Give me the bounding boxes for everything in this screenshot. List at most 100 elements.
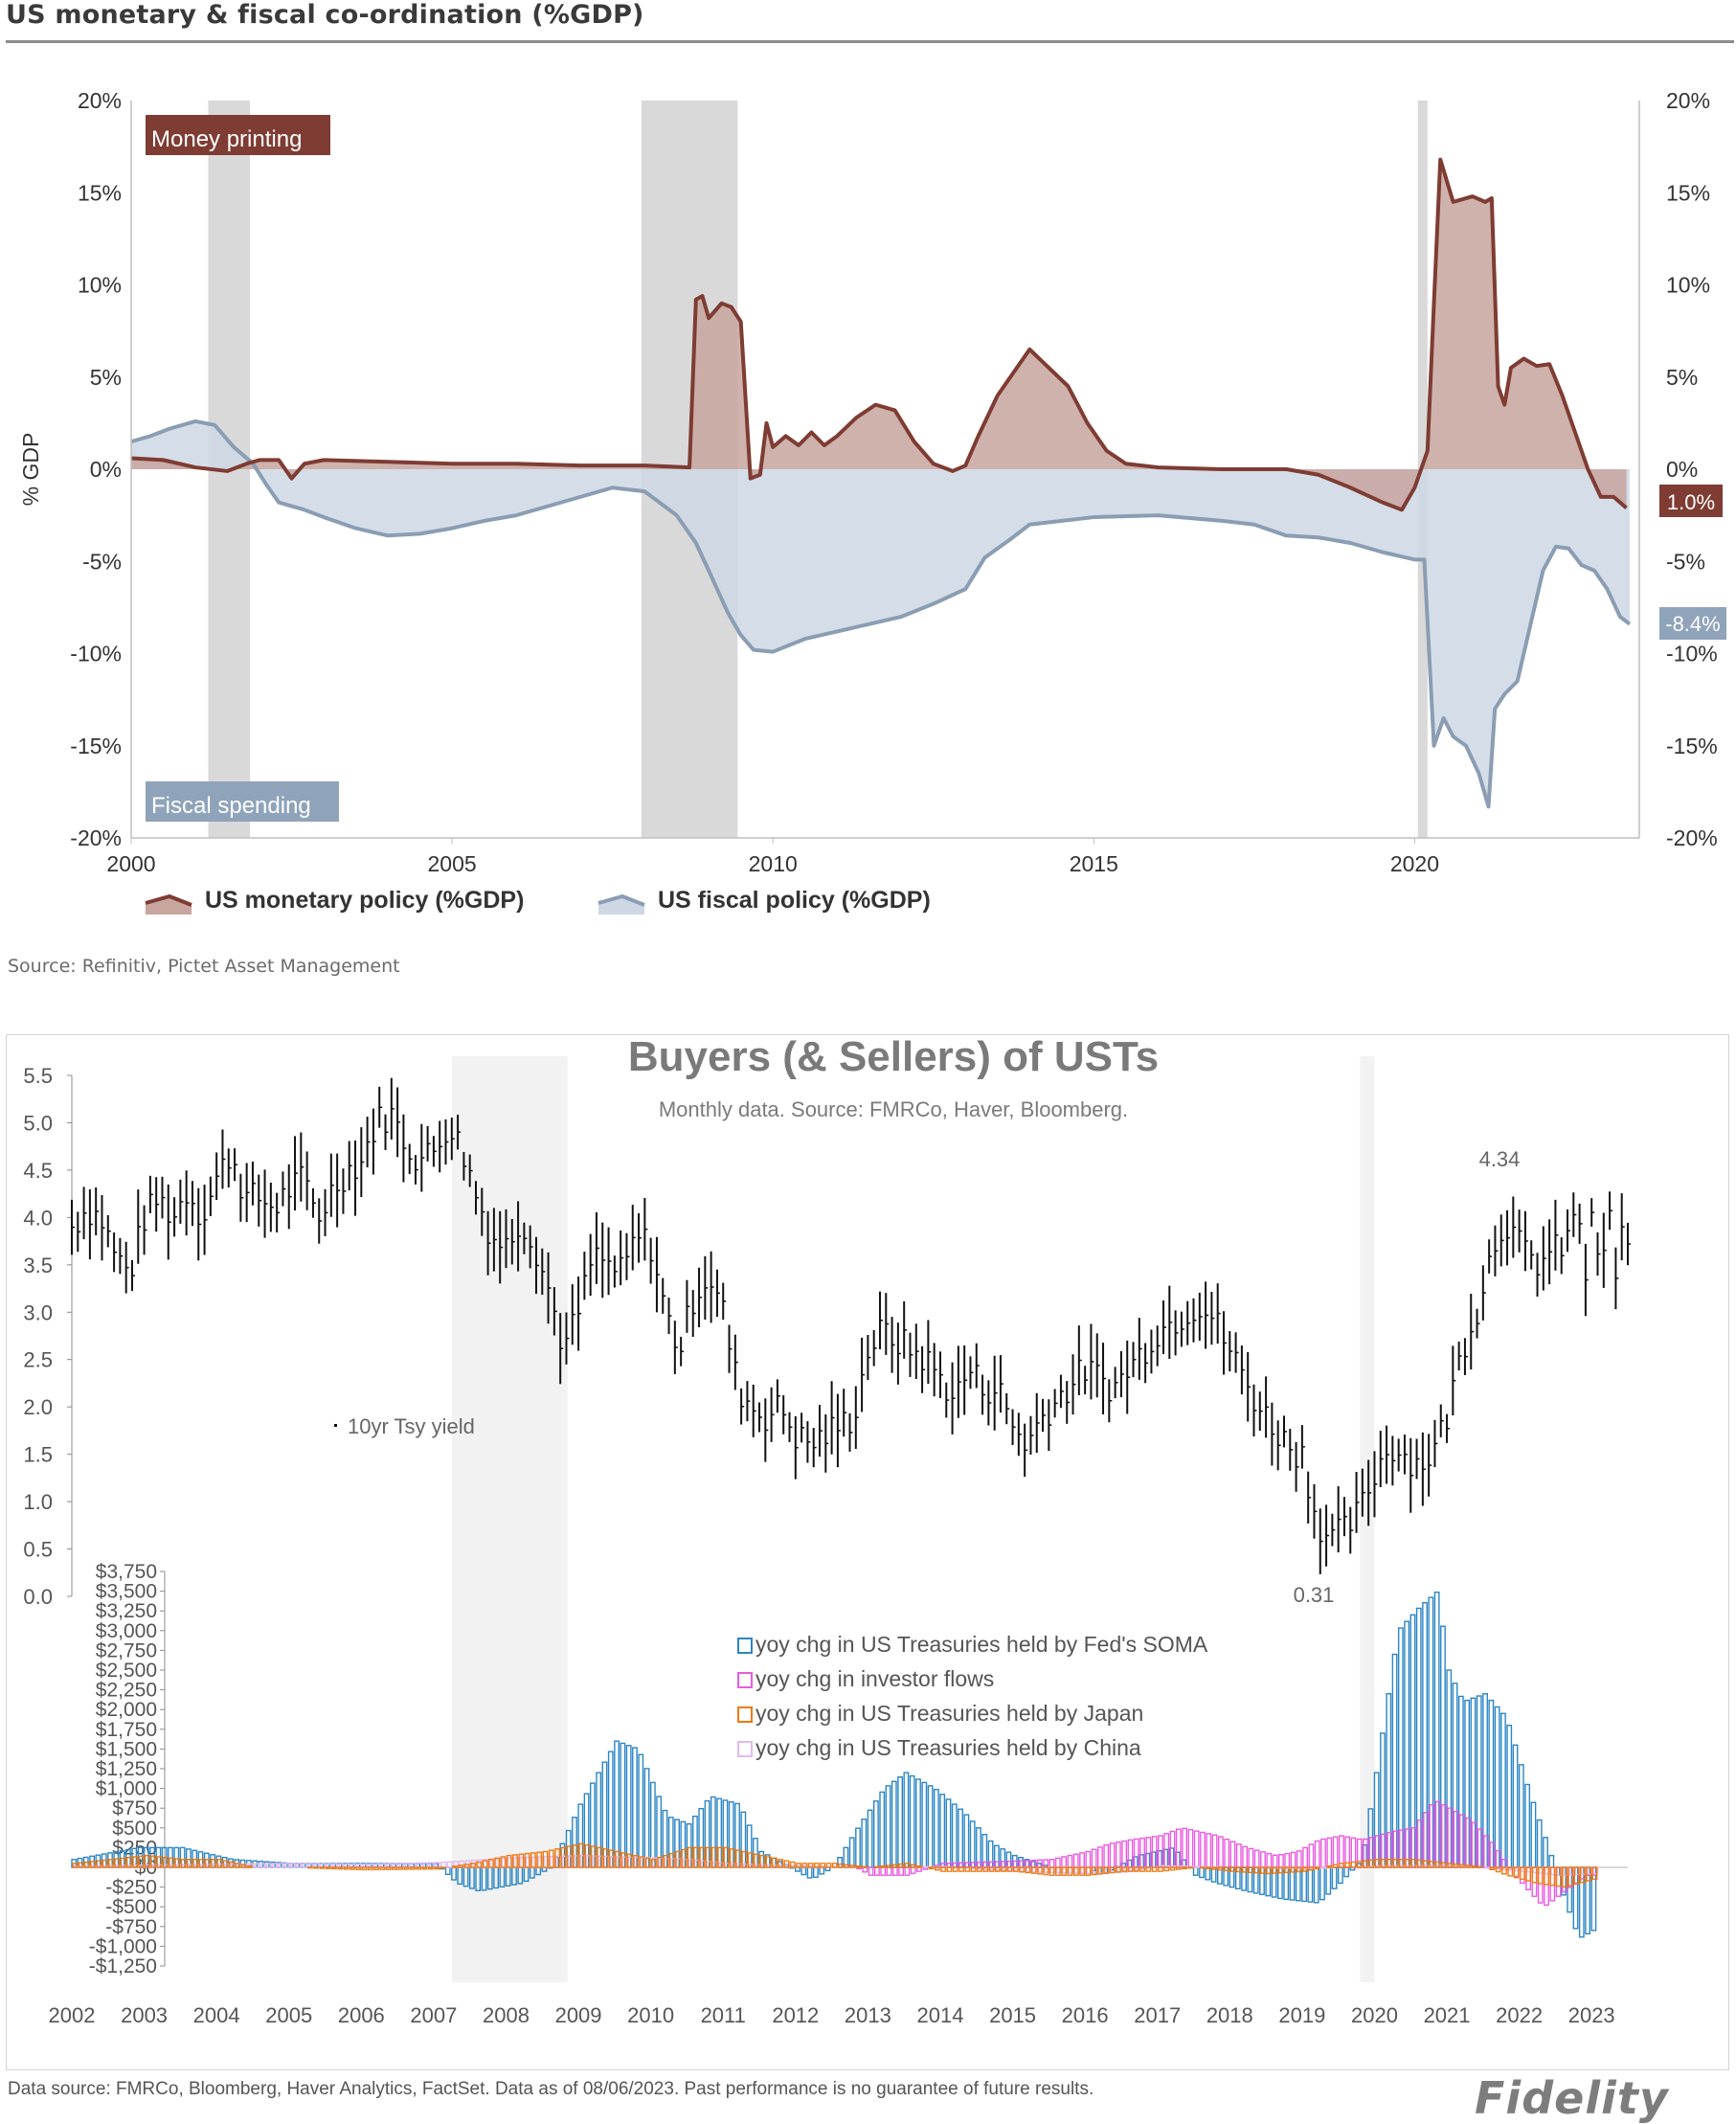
japan-bar — [374, 1867, 378, 1869]
japan-bar — [1406, 1860, 1409, 1867]
x-year-17: 2019 — [1278, 2003, 1325, 2027]
investor-bar — [1020, 1861, 1024, 1867]
flow-tick-4: $2,750 — [96, 1639, 157, 1661]
yield-tick-2: 4.5 — [23, 1159, 53, 1183]
soma-bar — [807, 1867, 811, 1878]
soma-bar — [856, 1828, 860, 1867]
soma-bar — [1332, 1867, 1336, 1888]
fiscal-spending-label: Fiscal spending — [151, 793, 311, 819]
flow-tick-10: $1,250 — [96, 1758, 157, 1780]
japan-bar — [936, 1867, 939, 1870]
investor-bar — [965, 1863, 969, 1867]
investor-bar — [1201, 1832, 1205, 1867]
yield-tick-5: 3.0 — [23, 1300, 53, 1324]
yield-trough-label: 0.31 — [1294, 1583, 1335, 1607]
japan-bar — [911, 1864, 914, 1867]
investor-bar — [1188, 1830, 1192, 1867]
soma-bar — [964, 1815, 968, 1867]
japan-bar — [417, 1867, 420, 1869]
japan-bar — [833, 1864, 837, 1867]
japan-bar — [1574, 1867, 1578, 1885]
soma-bar — [953, 1804, 957, 1867]
japan-bar — [1550, 1867, 1554, 1886]
japan-bar — [688, 1847, 691, 1867]
japan-bar — [332, 1867, 336, 1868]
japan-bar — [627, 1854, 631, 1867]
x-year-20: 2022 — [1496, 2003, 1543, 2027]
y-axis-label: % GDP — [18, 433, 43, 507]
investor-bar — [1327, 1838, 1331, 1867]
soma-bar — [868, 1810, 871, 1867]
investor-bar — [1177, 1829, 1181, 1867]
soma-bar — [651, 1782, 655, 1867]
japan-bar — [597, 1847, 601, 1867]
soma-bar — [886, 1786, 890, 1867]
japan-bar — [109, 1860, 113, 1867]
japan-bar — [398, 1867, 402, 1869]
y-tick-right-0: 20% — [1666, 88, 1710, 113]
soma-bar — [977, 1828, 981, 1867]
china-bar — [1322, 1867, 1326, 1868]
japan-bar — [453, 1866, 457, 1867]
japan-bar — [85, 1863, 89, 1867]
x-year-7: 2009 — [555, 2003, 602, 2027]
soma-bar — [1320, 1867, 1324, 1900]
investor-bar — [1430, 1805, 1433, 1867]
y-tick-right-3: 5% — [1666, 365, 1698, 390]
investor-bar — [1183, 1828, 1186, 1867]
flow-tick-6: $2,250 — [96, 1680, 157, 1702]
soma-bar — [862, 1819, 866, 1867]
fiscal-end-label: -8.4% — [1665, 612, 1720, 636]
flow-tick-3: $3,000 — [96, 1620, 157, 1642]
japan-bar — [1556, 1867, 1560, 1887]
investor-bar — [1309, 1844, 1313, 1867]
investor-bar — [1502, 1860, 1506, 1867]
investor-bar — [1424, 1813, 1428, 1867]
flow-tick-12: $750 — [112, 1797, 157, 1819]
x-year-16: 2018 — [1206, 2003, 1253, 2027]
soma-bar — [1501, 1713, 1505, 1867]
soma-bar — [880, 1792, 884, 1867]
investor-bar — [971, 1863, 975, 1867]
japan-bar — [1068, 1867, 1071, 1875]
japan-bar — [1315, 1867, 1319, 1868]
japan-bar — [645, 1858, 649, 1867]
soma-bar — [814, 1867, 818, 1877]
x-year-21: 2023 — [1568, 2003, 1615, 2027]
legend-swatch-1 — [738, 1673, 752, 1687]
japan-bar — [1219, 1867, 1223, 1870]
japan-bar — [766, 1857, 770, 1867]
yield-tick-11: 0.0 — [23, 1585, 53, 1609]
investor-bar — [875, 1867, 879, 1875]
x-year-4: 2006 — [338, 2003, 385, 2027]
flow-tick-17: -$500 — [105, 1896, 157, 1918]
investor-bar — [1014, 1861, 1018, 1867]
soma-bar — [1531, 1802, 1535, 1867]
japan-bar — [91, 1862, 95, 1867]
yield-peak-label: 4.34 — [1479, 1147, 1521, 1171]
investor-bar — [1448, 1808, 1452, 1867]
japan-bar — [724, 1847, 728, 1867]
soma-bar — [1544, 1838, 1547, 1867]
japan-bar — [1116, 1867, 1120, 1872]
soma-bar — [1538, 1820, 1542, 1867]
investor-bar — [1297, 1851, 1301, 1867]
yield-tick-3: 4.0 — [23, 1206, 53, 1230]
soma-bar — [657, 1796, 661, 1867]
y-tick-left-7: -15% — [70, 734, 122, 758]
x-year-1: 2003 — [121, 2003, 168, 2027]
japan-bar — [308, 1867, 312, 1868]
japan-bar — [387, 1867, 391, 1869]
investor-bar — [1206, 1834, 1210, 1867]
investor-bar — [983, 1862, 987, 1867]
japan-bar — [965, 1867, 969, 1871]
investor-bar — [1219, 1837, 1223, 1867]
yield-tick-7: 2.0 — [23, 1395, 53, 1419]
investor-bar — [1159, 1836, 1162, 1867]
japan-bar — [1521, 1867, 1524, 1879]
x-year-14: 2016 — [1062, 2003, 1109, 2027]
japan-bar — [97, 1861, 101, 1867]
investor-bar — [1460, 1815, 1464, 1867]
japan-bar — [1062, 1867, 1066, 1875]
